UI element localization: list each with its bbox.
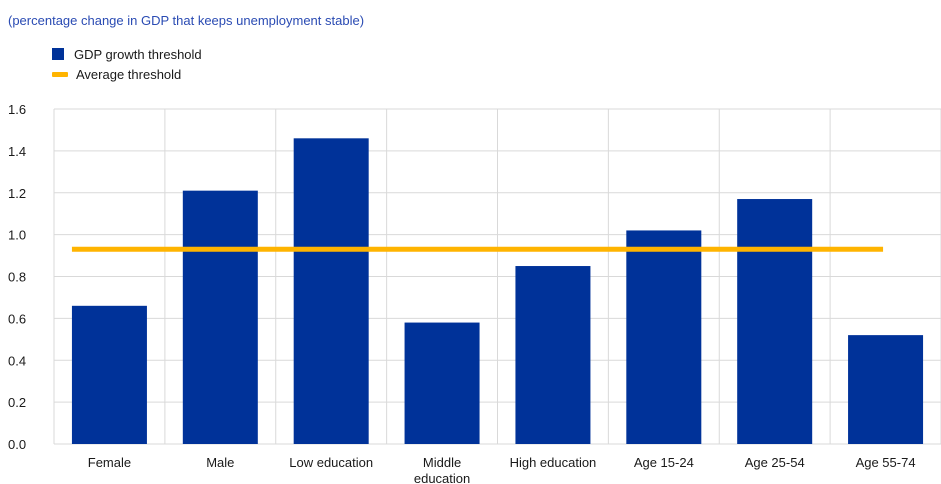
- y-tick-label: 0.0: [8, 437, 26, 452]
- y-tick-label: 0.8: [8, 270, 26, 285]
- x-tick-label: Female: [88, 455, 131, 470]
- chart-subtitle: (percentage change in GDP that keeps une…: [8, 13, 365, 28]
- y-tick-label: 1.0: [8, 228, 26, 243]
- bar: [182, 190, 258, 444]
- bar: [515, 266, 591, 444]
- x-tick-label: High education: [510, 455, 597, 470]
- x-tick-label: Age 15-24: [634, 455, 694, 470]
- bar: [848, 335, 924, 444]
- x-tick-label: Middle education: [414, 455, 470, 484]
- x-tick-label: Low education: [289, 455, 373, 470]
- bar: [293, 138, 369, 444]
- x-tick-label: Age 25-54: [745, 455, 805, 470]
- x-tick-label: Male: [206, 455, 234, 470]
- legend-line-label: Average threshold: [76, 66, 182, 82]
- y-tick-label: 0.6: [8, 311, 26, 326]
- x-tick-label: Age 55-74: [856, 455, 916, 470]
- bar: [71, 305, 147, 444]
- y-tick-label: 1.6: [8, 102, 26, 117]
- legend-line-swatch: [52, 71, 68, 77]
- y-tick-label: 0.4: [8, 353, 26, 368]
- bar: [626, 230, 702, 444]
- y-tick-label: 1.4: [8, 144, 26, 159]
- legend-item-line: Average threshold: [52, 64, 202, 84]
- legend-bar-swatch: [52, 48, 64, 60]
- legend-bar-label: GDP growth threshold: [74, 46, 202, 62]
- chart-legend: GDP growth threshold Average threshold: [52, 44, 202, 84]
- bar: [737, 199, 813, 444]
- legend-item-bar: GDP growth threshold: [52, 44, 202, 64]
- y-tick-label: 0.2: [8, 395, 26, 410]
- y-tick-label: 1.2: [8, 186, 26, 201]
- bar: [404, 322, 480, 444]
